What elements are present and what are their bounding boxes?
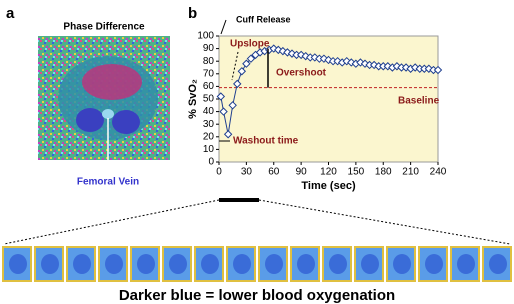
- arrow: [220, 19, 227, 35]
- vein-label: Femoral Vein: [77, 177, 139, 188]
- x-tick-label: 90: [296, 167, 308, 178]
- tile-vein: [9, 254, 27, 274]
- annotation: Overshoot: [276, 68, 327, 79]
- tile-vein: [489, 254, 507, 274]
- y-tick-label: 90: [203, 43, 215, 54]
- marker: [237, 67, 247, 76]
- tile-vein: [457, 254, 475, 274]
- x-axis-label: Time (sec): [301, 180, 356, 192]
- marker: [433, 65, 443, 75]
- annotation: Upslope: [230, 39, 270, 50]
- x-tick-label: 210: [402, 167, 419, 178]
- image-strip: [2, 246, 512, 282]
- x-tick-label: 150: [348, 167, 365, 178]
- tile-vein: [361, 254, 379, 274]
- tile-vein: [425, 254, 443, 274]
- tile-vein: [393, 254, 411, 274]
- x-tick-label: 180: [375, 167, 392, 178]
- y-axis-label: % SvO₂: [187, 79, 199, 119]
- y-tick-label: 50: [203, 94, 215, 105]
- arrow: [231, 51, 239, 81]
- marker: [356, 58, 365, 67]
- y-tick-label: 60: [203, 81, 215, 92]
- panel-label: b: [188, 5, 197, 22]
- x-tick-label: 120: [320, 167, 337, 178]
- tile-vein: [137, 254, 155, 274]
- tile-vein: [297, 254, 315, 274]
- tile-vein: [41, 254, 59, 274]
- tile-vein: [73, 254, 91, 274]
- marker: [274, 45, 283, 55]
- marker: [301, 51, 310, 61]
- annotation: Baseline: [398, 96, 440, 107]
- tile-vein: [105, 254, 123, 274]
- marker: [310, 53, 320, 62]
- y-tick-label: 30: [203, 119, 215, 130]
- marker: [392, 62, 402, 71]
- marker: [319, 54, 329, 63]
- marker: [347, 58, 356, 67]
- y-tick-label: 80: [203, 56, 215, 67]
- panel-label: a: [6, 5, 15, 22]
- mri-image: [38, 36, 170, 160]
- caption: Darker blue = lower blood oxygenation: [119, 287, 395, 304]
- marker: [246, 54, 256, 63]
- tile-vein: [201, 254, 219, 274]
- tile-vein: [169, 254, 187, 274]
- marker: [283, 48, 292, 57]
- y-tick-label: 10: [203, 144, 215, 155]
- marker: [228, 101, 237, 110]
- x-tick-label: 30: [241, 167, 253, 178]
- marker: [333, 56, 342, 66]
- marker: [242, 59, 251, 68]
- y-tick-label: 0: [208, 157, 214, 168]
- bracket-line: [3, 199, 220, 245]
- tile-vein: [233, 254, 251, 274]
- tile-vein: [265, 254, 283, 274]
- marker: [223, 130, 233, 139]
- y-tick-label: 70: [203, 68, 215, 79]
- marker: [401, 63, 411, 72]
- marker: [342, 56, 351, 66]
- x-tick-label: 0: [216, 167, 222, 178]
- marker: [219, 107, 228, 116]
- tile-vein: [329, 254, 347, 274]
- y-tick-label: 40: [203, 106, 215, 117]
- annotation: Washout time: [233, 136, 299, 147]
- y-tick-label: 100: [197, 31, 214, 42]
- bracket-line: [258, 199, 511, 245]
- y-tick-label: 20: [203, 131, 215, 142]
- annotation: Cuff Release: [236, 14, 291, 24]
- image-title: Phase Difference: [63, 22, 145, 33]
- marker: [410, 63, 420, 72]
- x-tick-label: 60: [268, 167, 280, 178]
- marker: [383, 62, 393, 71]
- marker: [216, 92, 226, 101]
- marker: [233, 79, 242, 89]
- x-tick-label: 240: [430, 167, 447, 178]
